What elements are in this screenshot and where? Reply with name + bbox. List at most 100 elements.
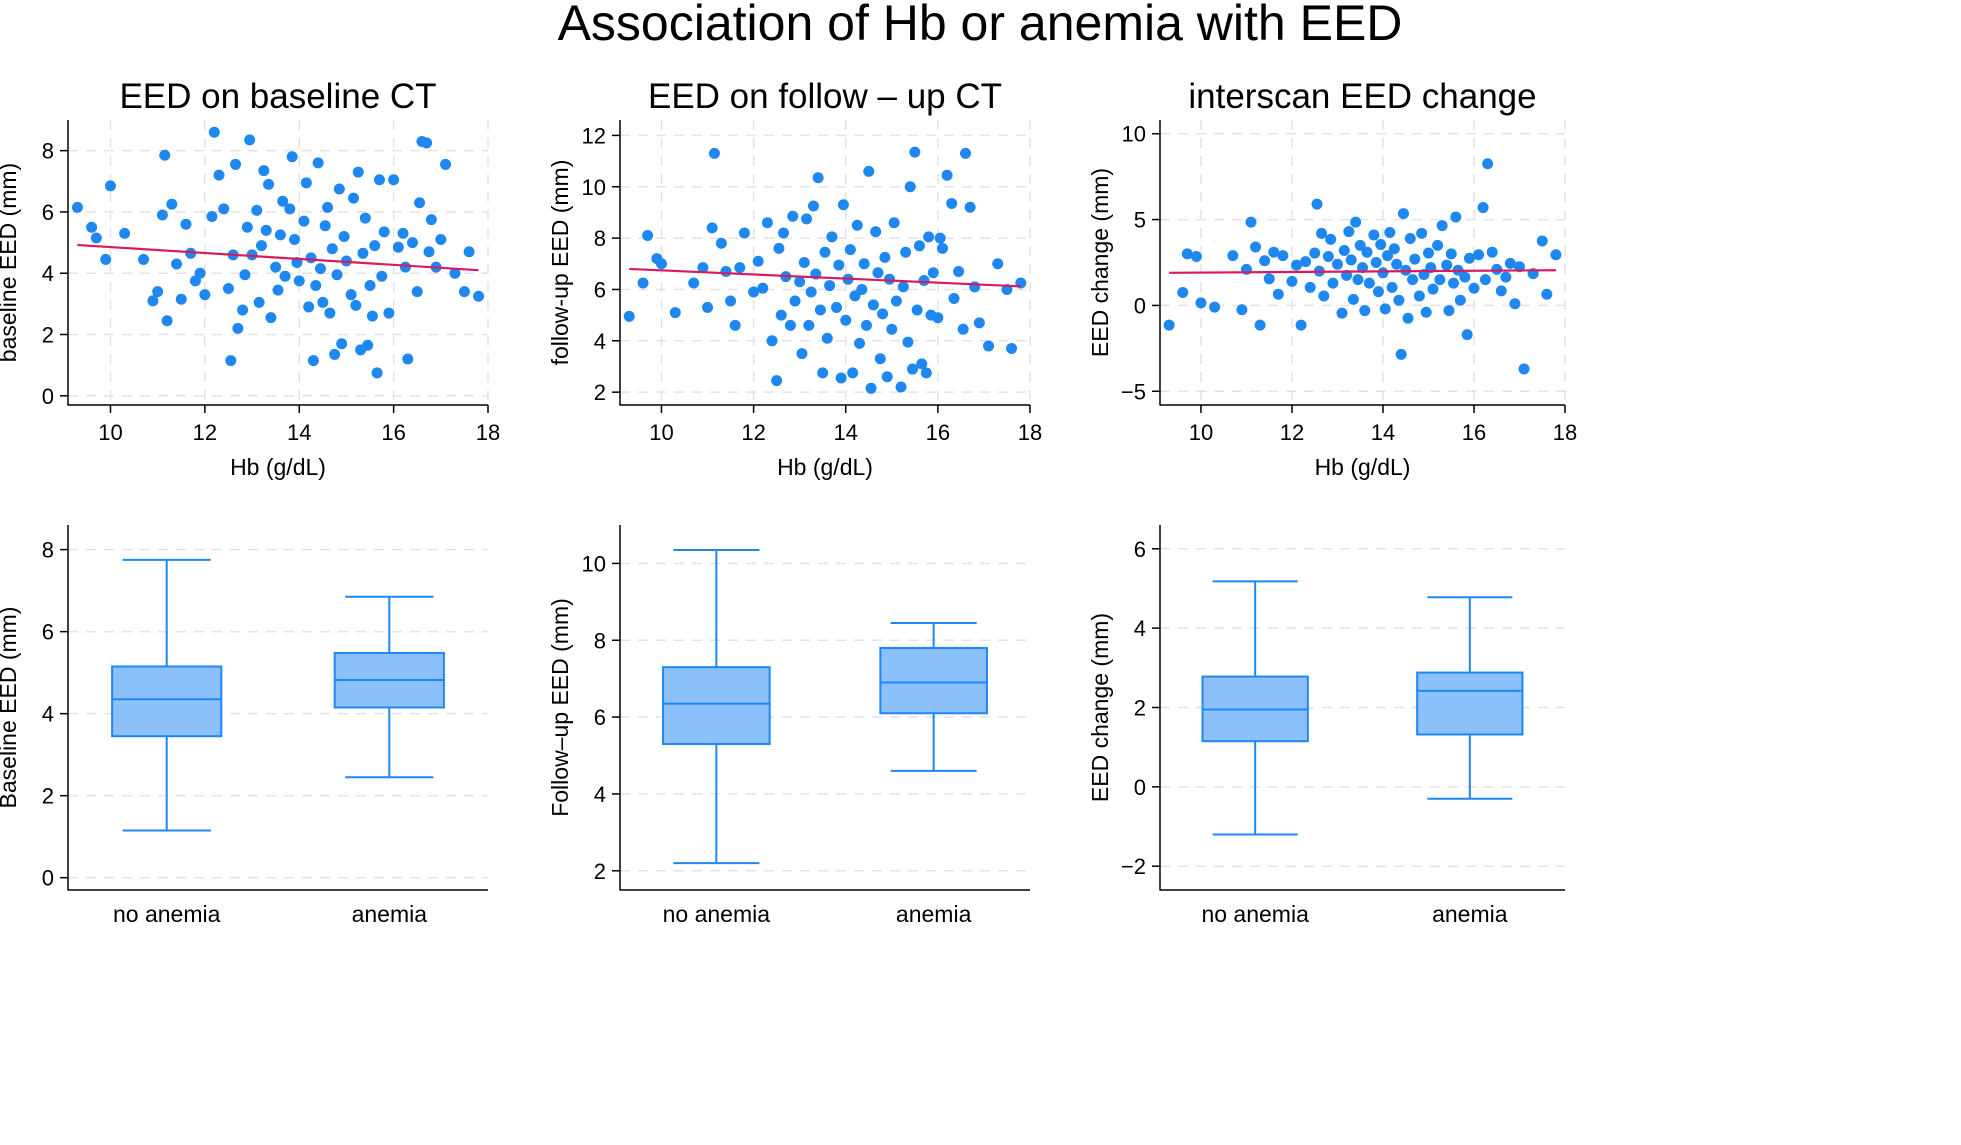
data-point	[166, 198, 178, 210]
data-point	[303, 301, 315, 313]
data-point	[874, 353, 886, 365]
data-point	[1286, 275, 1298, 287]
data-point	[840, 314, 852, 326]
data-point	[286, 151, 298, 163]
data-point	[1409, 253, 1421, 265]
data-point	[1309, 247, 1321, 259]
data-point	[706, 222, 718, 234]
data-point	[1254, 319, 1266, 331]
data-point	[1459, 271, 1471, 283]
panel-title: interscan EED change	[1188, 77, 1536, 116]
data-point	[1363, 277, 1375, 289]
x-tick-label: 18	[1018, 420, 1042, 445]
data-point	[213, 169, 225, 181]
data-point	[1384, 226, 1396, 238]
data-point	[263, 178, 275, 190]
data-point	[1316, 227, 1328, 239]
data-point	[801, 213, 813, 225]
data-point	[835, 372, 847, 384]
data-point	[383, 307, 395, 319]
y-tick-label: 6	[594, 705, 606, 730]
data-point	[1504, 257, 1516, 269]
data-point	[844, 244, 856, 256]
x-tick-label: 12	[1280, 420, 1304, 445]
data-point	[941, 169, 953, 181]
fit-line	[629, 267, 1021, 288]
data-point	[897, 281, 909, 293]
data-point	[1448, 277, 1460, 289]
data-point	[1322, 250, 1334, 262]
data-point	[1361, 246, 1373, 258]
data-point	[435, 234, 447, 246]
data-point	[796, 348, 808, 360]
data-point	[787, 210, 799, 222]
data-point	[729, 319, 741, 331]
data-point	[1259, 255, 1271, 267]
data-point	[1463, 252, 1475, 264]
data-point	[440, 158, 452, 170]
x-axis-label: Hb (g/dL)	[777, 454, 873, 480]
data-point	[655, 258, 667, 270]
data-point	[1359, 305, 1371, 317]
data-point	[300, 177, 312, 189]
y-tick-label: 4	[42, 702, 54, 727]
category-label: anemia	[352, 901, 428, 927]
data-point	[246, 249, 258, 261]
data-point	[1491, 263, 1503, 275]
data-point	[307, 355, 319, 367]
data-point	[1300, 256, 1312, 268]
data-point	[761, 217, 773, 229]
data-point	[904, 181, 916, 193]
data-point	[317, 296, 329, 308]
data-point	[1336, 307, 1348, 319]
x-tick-label: 18	[1553, 420, 1577, 445]
data-point	[1318, 290, 1330, 302]
data-point	[458, 286, 470, 298]
data-point	[366, 310, 378, 322]
data-point	[1536, 235, 1548, 247]
data-point	[1370, 257, 1382, 268]
data-point	[1518, 363, 1530, 375]
y-axis-label: EED change (mm)	[1087, 168, 1113, 357]
data-point	[338, 230, 350, 242]
data-point	[1427, 283, 1439, 295]
x-axis-label: Hb (g/dL)	[230, 454, 326, 480]
data-point	[1209, 301, 1221, 313]
data-point	[669, 307, 681, 319]
box-1	[111, 558, 223, 832]
data-point	[1272, 288, 1284, 300]
data-point	[258, 165, 270, 177]
data-point	[1177, 287, 1189, 299]
data-point	[748, 286, 760, 298]
data-point	[1343, 226, 1355, 238]
data-point	[1404, 232, 1416, 244]
data-point	[159, 149, 171, 161]
panel-1: 0 2 4 6 8 baseline EED (mm) EED on baseline CT…	[0, 77, 500, 480]
data-point	[1461, 329, 1473, 341]
data-point	[310, 279, 322, 291]
data-point	[794, 276, 806, 288]
x-tick-label: 16	[926, 420, 950, 445]
category-label: anemia	[896, 901, 972, 927]
data-point	[969, 281, 981, 293]
y-tick-label: 2	[42, 784, 54, 809]
y-tick-label: 0	[42, 866, 54, 891]
data-point	[1482, 158, 1494, 170]
data-point	[879, 251, 891, 263]
y-axis-label: follow-up EED (mm)	[547, 160, 573, 366]
data-point	[865, 382, 877, 394]
y-axis-label: Baseline EED (mm)	[0, 607, 21, 809]
data-point	[314, 263, 326, 275]
data-point	[877, 308, 889, 320]
data-point	[1395, 348, 1407, 360]
box-2	[879, 621, 988, 772]
data-point	[1331, 258, 1343, 270]
data-point	[960, 147, 972, 159]
data-point	[920, 367, 932, 379]
data-point	[1393, 294, 1405, 306]
data-point	[1325, 233, 1337, 245]
data-point	[1434, 274, 1446, 286]
x-tick-label: 14	[1371, 420, 1395, 445]
data-point	[1445, 248, 1457, 260]
y-tick-label: 0	[1134, 293, 1146, 318]
